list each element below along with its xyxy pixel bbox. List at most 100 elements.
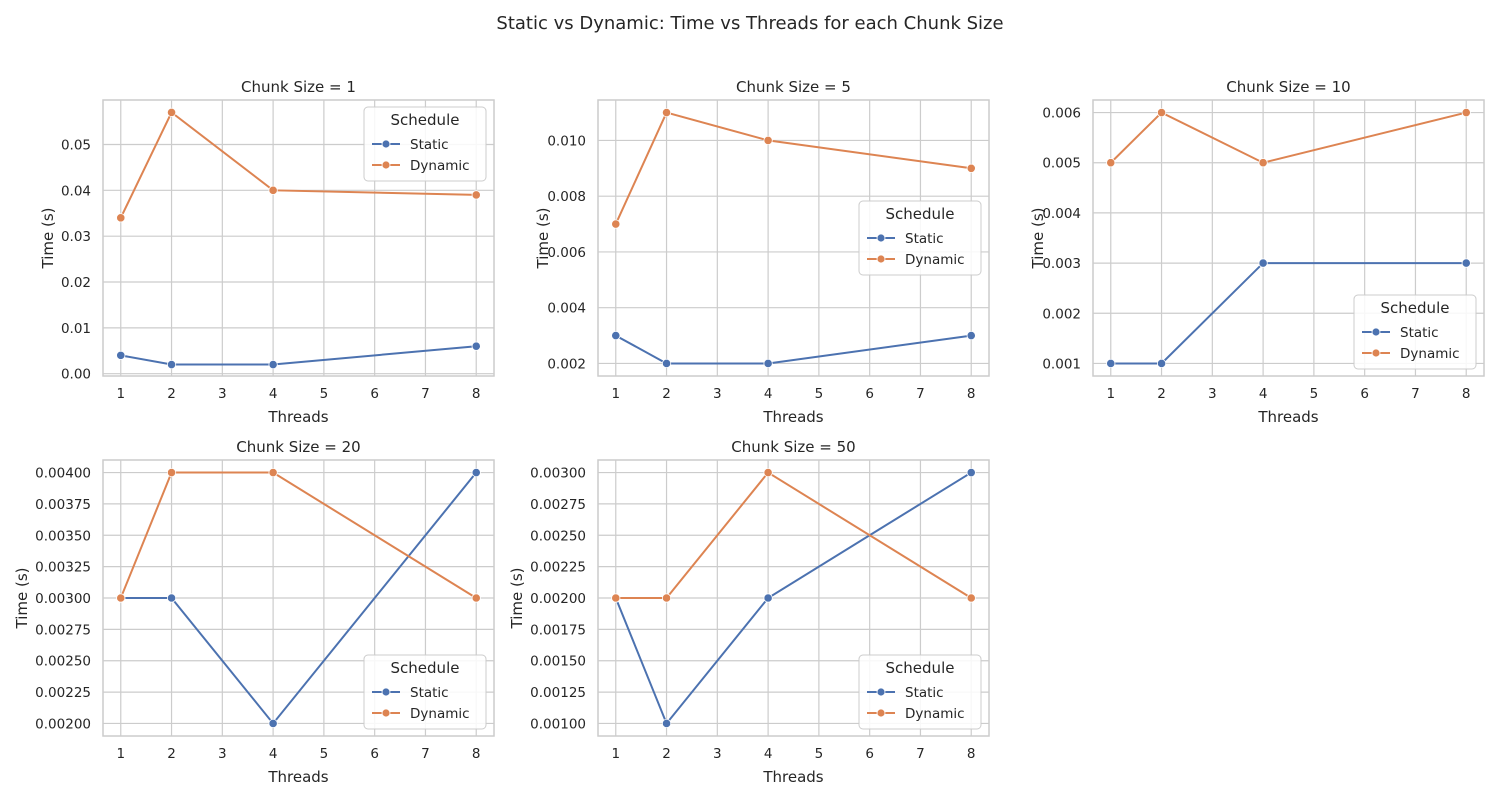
legend-swatch-marker xyxy=(876,687,886,697)
legend-entry-label: Dynamic xyxy=(410,706,470,722)
data-point-static xyxy=(966,330,976,341)
x-tick-label: 5 xyxy=(320,386,329,402)
data-point-dynamic xyxy=(1258,158,1268,168)
subplot-chunk-1: 1 2 3 4 5 6 7 8 0.00 0.01 0.02 0.03 0.04 0.05 Threads T… xyxy=(39,78,495,426)
legend-entry-label: Dynamic xyxy=(410,158,470,174)
y-tick-label: 0.00275 xyxy=(35,622,91,638)
data-point-dynamic xyxy=(611,593,621,603)
series-line-static xyxy=(120,345,477,366)
data-point-static xyxy=(268,718,278,729)
x-tick-label: 3 xyxy=(1208,386,1217,402)
legend-box xyxy=(858,654,982,730)
legend-title: Schedule xyxy=(1381,299,1450,317)
x-tick-label: 2 xyxy=(662,746,671,762)
y-tick-label: 0.00100 xyxy=(530,716,586,732)
data-point-dynamic xyxy=(661,593,672,603)
y-tick-label: 0.00 xyxy=(61,367,91,383)
x-tick-label: 7 xyxy=(421,386,430,402)
subplot-title: Chunk Size = 5 xyxy=(736,78,851,96)
axes-frame xyxy=(102,99,495,377)
series-line-static xyxy=(120,471,478,726)
x-tick-label: 4 xyxy=(764,746,773,762)
subplot-title: Chunk Size = 1 xyxy=(241,78,356,96)
subplot-chunk-50: 1 2 3 4 5 6 7 8 0.00100 0.00125 0.00150 0.00175 0.00… xyxy=(508,438,990,786)
axes-frame xyxy=(1092,99,1485,377)
x-tick-label: 7 xyxy=(421,746,430,762)
y-tick-label: 0.05 xyxy=(61,137,91,153)
y-tick-label: 0.006 xyxy=(1042,106,1081,122)
x-tick-label: 7 xyxy=(916,386,925,402)
y-tick-label: 0.001 xyxy=(1042,356,1081,372)
series-line-dynamic xyxy=(614,111,972,225)
legend-swatch-marker xyxy=(876,708,886,718)
legend-title: Schedule xyxy=(391,659,460,677)
subplot-title: Chunk Size = 20 xyxy=(236,438,360,456)
legend-swatch-marker xyxy=(381,139,391,149)
data-point-static xyxy=(966,467,976,478)
x-axis-label: Threads xyxy=(1257,408,1318,426)
x-tick-label: 3 xyxy=(713,386,722,402)
data-point-static xyxy=(471,341,481,351)
data-point-dynamic xyxy=(966,163,976,173)
y-tick-label: 0.00375 xyxy=(35,497,91,513)
y-tick-label: 0.00200 xyxy=(530,591,586,607)
x-tick-label: 1 xyxy=(116,386,125,402)
series-line-static xyxy=(1110,262,1467,365)
legend-box xyxy=(858,200,982,276)
x-tick-label: 4 xyxy=(1259,386,1268,402)
x-tick-label: 6 xyxy=(1360,386,1369,402)
y-tick-label: 0.010 xyxy=(547,133,586,149)
subplot-title: Chunk Size = 50 xyxy=(731,438,855,456)
data-point-dynamic xyxy=(1106,158,1116,168)
x-tick-label: 2 xyxy=(662,386,671,402)
y-axis-label: Time (s) xyxy=(13,568,31,630)
data-point-dynamic xyxy=(268,467,278,478)
x-tick-label: 4 xyxy=(269,746,278,762)
data-point-static xyxy=(1156,358,1167,369)
data-point-static xyxy=(1258,258,1268,268)
y-tick-label: 0.00350 xyxy=(35,528,91,544)
legend-entry-label: Static xyxy=(1400,325,1439,341)
y-tick-label: 0.02 xyxy=(61,275,91,291)
x-tick-label: 3 xyxy=(713,746,722,762)
legend: Schedule Static Dynamic xyxy=(858,654,982,730)
legend-swatch-marker xyxy=(876,254,886,264)
x-tick-label: 3 xyxy=(218,746,227,762)
x-tick-label: 4 xyxy=(764,386,773,402)
data-point-dynamic xyxy=(1156,107,1167,118)
legend: Schedule Static Dynamic xyxy=(363,654,487,730)
data-point-dynamic xyxy=(471,593,481,603)
data-point-static xyxy=(763,358,773,369)
data-point-static xyxy=(661,358,672,369)
y-axis-label: Time (s) xyxy=(1029,208,1047,270)
data-point-dynamic xyxy=(268,185,278,195)
legend-title: Schedule xyxy=(391,111,460,129)
legend-box xyxy=(363,654,487,730)
series-line-dynamic xyxy=(119,110,477,219)
x-tick-label: 5 xyxy=(815,386,824,402)
y-tick-label: 0.00250 xyxy=(530,528,586,544)
y-tick-label: 0.00300 xyxy=(530,466,586,482)
data-point-static xyxy=(471,467,481,478)
data-point-dynamic xyxy=(763,135,773,146)
data-point-dynamic xyxy=(966,593,976,603)
legend-entry-label: Dynamic xyxy=(905,252,965,268)
legend-swatch-marker xyxy=(1371,327,1381,337)
x-tick-label: 3 xyxy=(218,386,227,402)
x-tick-label: 8 xyxy=(967,746,976,762)
x-tick-label: 8 xyxy=(472,746,481,762)
y-tick-label: 0.00225 xyxy=(530,560,586,576)
data-point-static xyxy=(611,330,621,341)
axes-frame xyxy=(597,459,990,737)
y-tick-label: 0.008 xyxy=(547,189,586,205)
series-line-dynamic xyxy=(119,471,477,599)
subplot-title: Chunk Size = 10 xyxy=(1226,78,1350,96)
y-tick-label: 0.04 xyxy=(61,183,91,199)
data-point-static xyxy=(1106,358,1116,369)
y-tick-label: 0.00275 xyxy=(530,497,586,513)
y-tick-label: 0.002 xyxy=(1042,306,1081,322)
data-point-static xyxy=(763,593,773,603)
legend-entry-label: Static xyxy=(410,685,449,701)
x-tick-label: 2 xyxy=(167,746,176,762)
x-axis-label: Threads xyxy=(267,768,328,786)
